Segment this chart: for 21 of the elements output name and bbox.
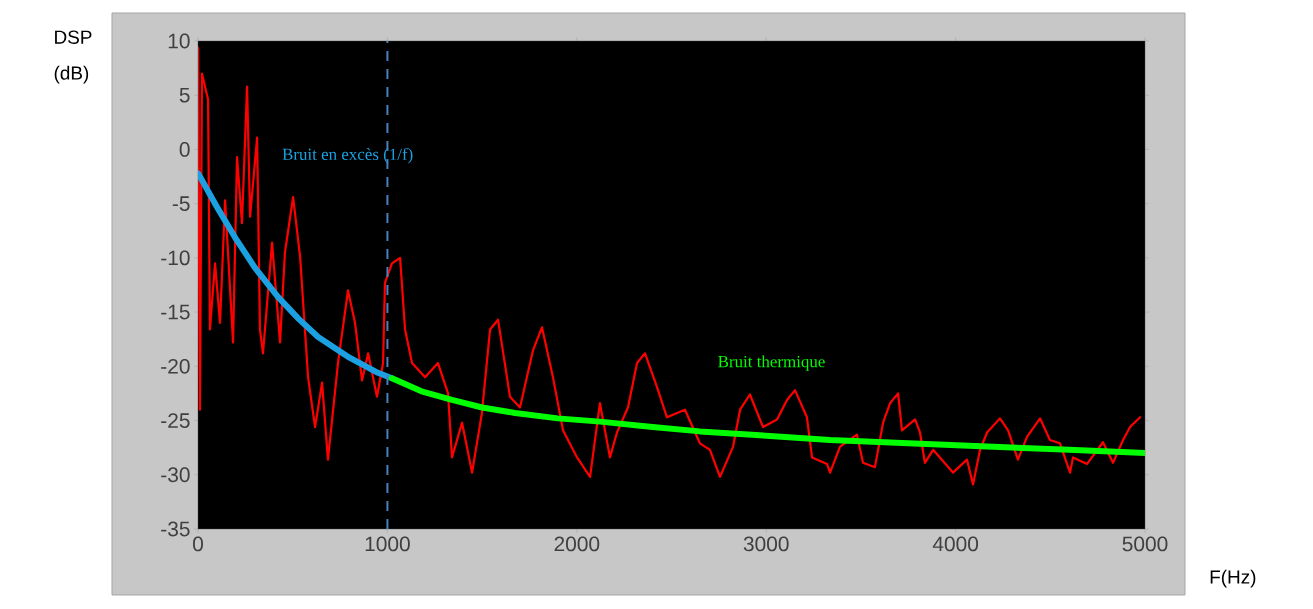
- text: Bruit thermique: [718, 355, 825, 371]
- x-tick-label: 5000: [1122, 536, 1168, 552]
- x-tick-label: 2000: [554, 536, 600, 552]
- y-tick-label: -25: [161, 413, 190, 428]
- text: Bruit en excès (1/f): [282, 147, 413, 164]
- y-tick-label: -15: [161, 304, 190, 320]
- x-tick-label: 0: [193, 536, 204, 552]
- y-tick-label: 10: [168, 33, 190, 49]
- y-tick-label: -5: [172, 196, 190, 211]
- y-tick-label: -20: [161, 358, 190, 374]
- y-tick-label: 0: [179, 142, 190, 157]
- y-tick-label: -35: [161, 521, 190, 537]
- line-series: [198, 46, 1142, 486]
- x-tick-label: 3000: [743, 536, 789, 552]
- x-tick-label: 1000: [365, 536, 410, 552]
- y-tick-label: -10: [161, 250, 190, 266]
- y-axis-title: DSP (dB): [54, 30, 92, 84]
- y-tick-label: -30: [161, 467, 190, 483]
- x-axis-title: F(Hz): [1210, 569, 1256, 588]
- y-tick-label: 5: [179, 87, 190, 103]
- x-tick-label: 4000: [932, 536, 979, 552]
